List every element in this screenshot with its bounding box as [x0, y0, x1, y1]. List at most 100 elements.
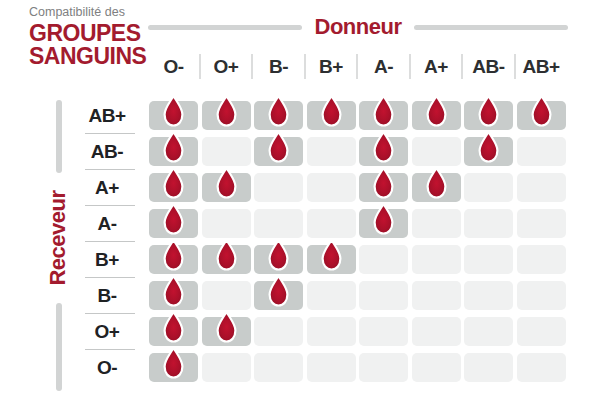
cell-B+-from-A-: [359, 245, 408, 274]
cell-A--from-A+: [412, 209, 461, 238]
cell-B+-from-B-: [254, 245, 303, 274]
grid-row-O+: [149, 317, 566, 346]
donor-col-header-AB-: AB-: [464, 53, 513, 80]
blood-drop-icon: [320, 238, 343, 271]
cell-AB--from-O+: [202, 137, 251, 166]
blood-drop-icon: [267, 238, 290, 271]
donor-col-header-O+: O+: [202, 53, 251, 80]
cell-A--from-O-: [149, 209, 198, 238]
donor-col-header-AB+: AB+: [517, 53, 566, 80]
cell-AB--from-B+: [307, 137, 356, 166]
receiver-row-label-AB+: AB+: [78, 101, 136, 130]
blood-drop-icon: [215, 310, 238, 343]
cell-AB--from-A+: [412, 137, 461, 166]
cell-B+-from-O+: [202, 245, 251, 274]
receiver-axis-line-bottom: [56, 303, 62, 391]
cell-O+-from-O+: [202, 317, 251, 346]
cell-B+-from-AB+: [517, 245, 566, 274]
blood-drop-icon: [162, 310, 185, 343]
cell-B+-from-A+: [412, 245, 461, 274]
receiver-row-label-A-: A-: [78, 209, 136, 238]
cell-B--from-O-: [149, 281, 198, 310]
cell-A+-from-O-: [149, 173, 198, 202]
cell-AB--from-AB-: [464, 137, 513, 166]
receiver-row-label-O+: O+: [78, 317, 136, 346]
blood-drop-icon: [267, 274, 290, 307]
cell-B+-from-B+: [307, 245, 356, 274]
cell-A+-from-B-: [254, 173, 303, 202]
cell-A+-from-A+: [412, 173, 461, 202]
cell-A--from-AB+: [517, 209, 566, 238]
receiver-row-label-B-: B-: [78, 281, 136, 310]
cell-B--from-AB-: [464, 281, 513, 310]
cell-A--from-AB-: [464, 209, 513, 238]
blood-drop-icon: [215, 94, 238, 127]
page-title: Compatibilité des GROUPES SANGUINS: [29, 6, 146, 68]
cell-AB--from-B-: [254, 137, 303, 166]
donor-axis-line-right: [414, 25, 568, 30]
receiver-axis-label: Receveur: [45, 190, 71, 285]
blood-drop-icon: [425, 166, 448, 199]
cell-A+-from-AB+: [517, 173, 566, 202]
grid-row-B+: [149, 245, 566, 274]
cell-AB+-from-B-: [254, 101, 303, 130]
cell-A+-from-AB-: [464, 173, 513, 202]
cell-B+-from-AB-: [464, 245, 513, 274]
cell-B--from-O+: [202, 281, 251, 310]
donor-col-header-A-: A-: [359, 53, 408, 80]
blood-drop-icon: [530, 94, 553, 127]
donor-col-header-A+: A+: [412, 53, 461, 80]
blood-drop-icon: [162, 130, 185, 163]
blood-drop-icon: [372, 130, 395, 163]
cell-A+-from-O+: [202, 173, 251, 202]
blood-drop-icon: [477, 130, 500, 163]
blood-drop-icon: [372, 94, 395, 127]
grid-row-AB-: [149, 137, 566, 166]
cell-O--from-A+: [412, 353, 461, 382]
blood-drop-icon: [425, 94, 448, 127]
cell-O+-from-O-: [149, 317, 198, 346]
cell-AB+-from-A-: [359, 101, 408, 130]
title-line1: GROUPES: [29, 22, 146, 45]
cell-O+-from-A+: [412, 317, 461, 346]
cell-O+-from-AB-: [464, 317, 513, 346]
blood-drop-icon: [162, 94, 185, 127]
blood-drop-icon: [162, 346, 185, 379]
donor-col-header-O-: O-: [149, 53, 198, 80]
cell-A+-from-B+: [307, 173, 356, 202]
cell-O--from-AB-: [464, 353, 513, 382]
blood-drop-icon: [267, 130, 290, 163]
cell-AB+-from-AB+: [517, 101, 566, 130]
cell-B+-from-O-: [149, 245, 198, 274]
cell-AB--from-O-: [149, 137, 198, 166]
receiver-row-label-AB-: AB-: [78, 137, 136, 166]
cell-B--from-A-: [359, 281, 408, 310]
cell-A--from-A-: [359, 209, 408, 238]
receiver-row-label-O-: O-: [78, 353, 136, 382]
title-line2: SANGUINS: [29, 45, 146, 68]
cell-AB+-from-A+: [412, 101, 461, 130]
cell-AB+-from-O-: [149, 101, 198, 130]
blood-drop-icon: [215, 238, 238, 271]
grid-row-B-: [149, 281, 566, 310]
grid-row-O-: [149, 353, 566, 382]
blood-drop-icon: [372, 166, 395, 199]
blood-drop-icon: [267, 94, 290, 127]
donor-axis-label: Donneur: [315, 14, 402, 40]
title-kicker: Compatibilité des: [29, 6, 146, 19]
donor-columns: O-O+B-B+A-A+AB-AB+: [149, 53, 569, 80]
donor-axis-header: Donneur: [148, 14, 568, 40]
blood-drop-icon: [162, 238, 185, 271]
cell-B--from-AB+: [517, 281, 566, 310]
cell-B--from-B-: [254, 281, 303, 310]
blood-drop-icon: [162, 166, 185, 199]
donor-col-header-B-: B-: [254, 53, 303, 80]
cell-A--from-B+: [307, 209, 356, 238]
cell-O--from-O-: [149, 353, 198, 382]
cell-B--from-A+: [412, 281, 461, 310]
cell-O--from-O+: [202, 353, 251, 382]
donor-axis-line-left: [148, 25, 302, 30]
cell-O+-from-AB+: [517, 317, 566, 346]
cell-A--from-O+: [202, 209, 251, 238]
cell-O--from-A-: [359, 353, 408, 382]
